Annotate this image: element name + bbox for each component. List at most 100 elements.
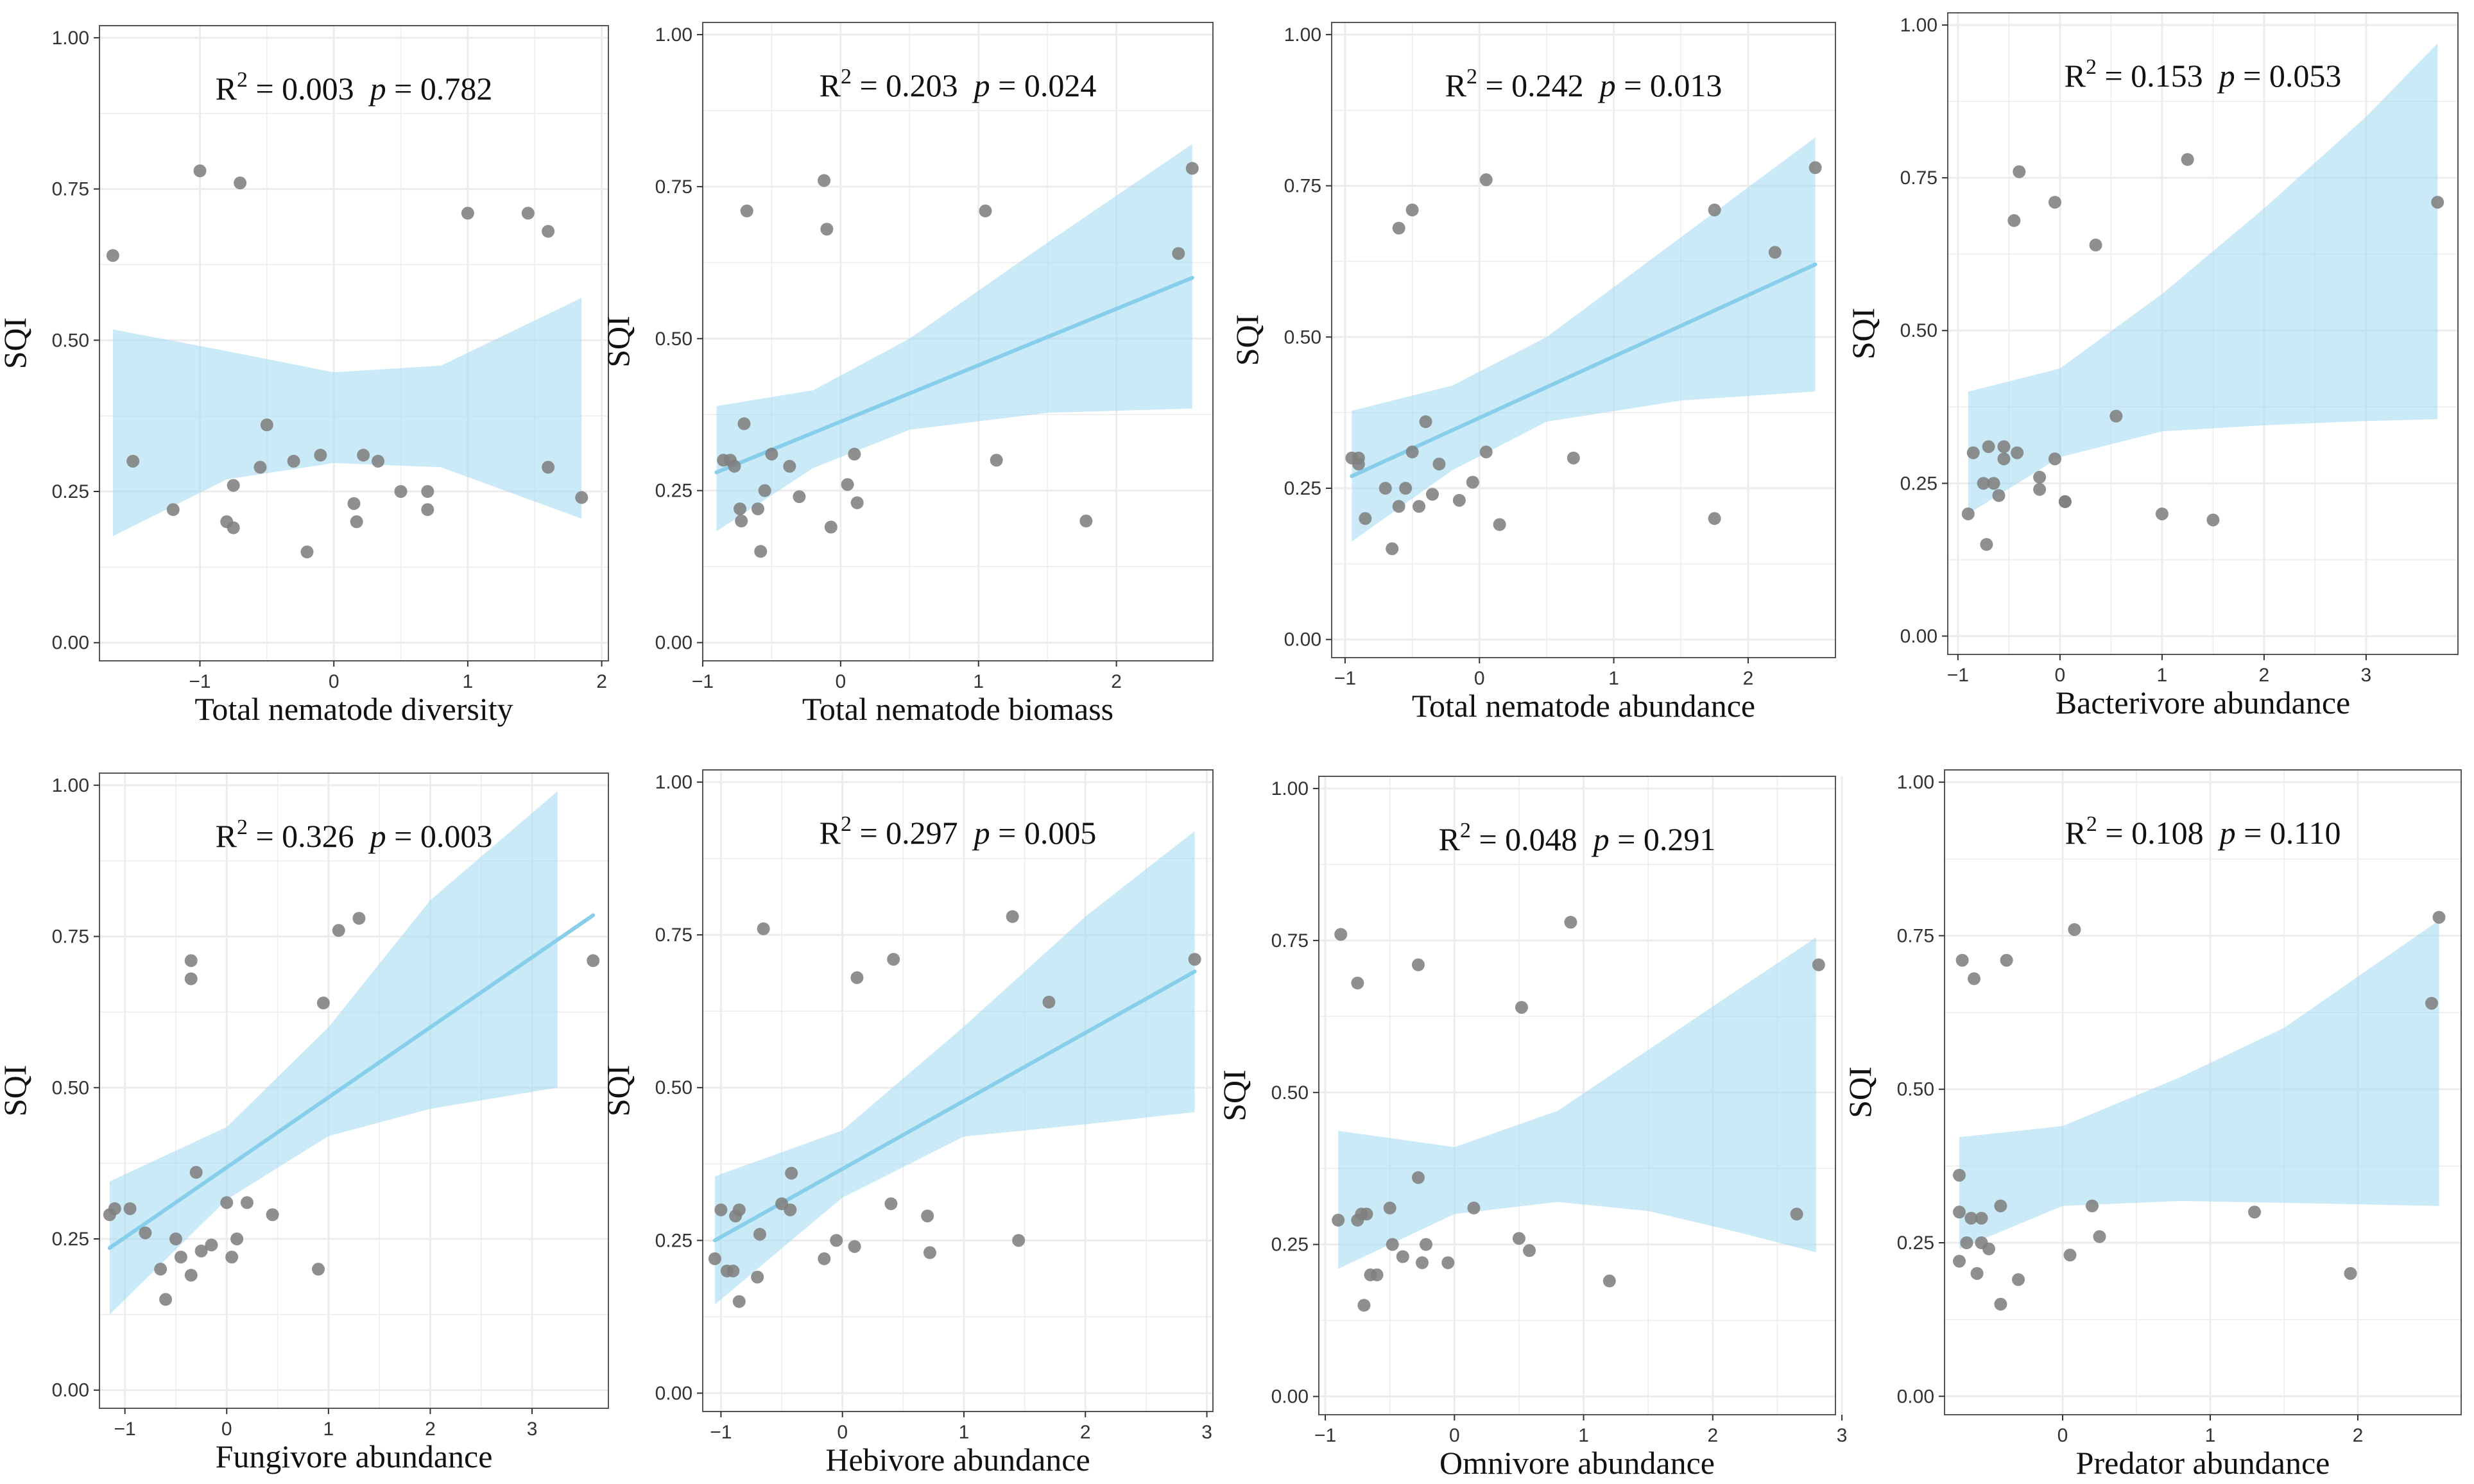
panel-omnivore: 0.00 0.25 0.50 0.75 1.00 −1 0 1 2 3 Omnivore abund… <box>1216 776 1847 1481</box>
data-point <box>1466 475 1479 489</box>
regression-line <box>712 969 1197 1243</box>
y-axis-title: SQI <box>1845 308 1881 360</box>
data-point <box>194 1244 208 1258</box>
r2-superscript: 2 <box>2086 55 2097 79</box>
data-point <box>542 225 555 238</box>
data-point <box>1512 1232 1525 1245</box>
x-tick-label: 1 <box>463 671 474 692</box>
y-axis-title: SQI <box>600 1065 636 1117</box>
x-tick-label: 2 <box>2353 1425 2364 1446</box>
r2-label: R <box>820 815 841 851</box>
confidence-band <box>1968 43 2438 514</box>
x-axis-title: Total nematode diversity <box>194 691 513 727</box>
data-point <box>785 1166 798 1180</box>
data-point <box>708 1252 721 1265</box>
y-tick-label: 0.00 <box>1284 629 1321 651</box>
r2-superscript: 2 <box>237 68 248 92</box>
data-point <box>923 1246 936 1259</box>
r2-value: = 0.242 <box>1477 67 1584 103</box>
r2-value: = 0.048 <box>1471 821 1577 857</box>
data-point <box>979 204 992 217</box>
data-point <box>1479 445 1493 459</box>
confidence-band <box>112 298 582 536</box>
x-tick-label: 0 <box>837 1422 848 1443</box>
confidence-band <box>716 144 1192 532</box>
data-point <box>990 454 1003 467</box>
data-point <box>751 502 764 516</box>
data-point <box>300 545 314 559</box>
y-tick-label: 1.00 <box>655 24 692 46</box>
y-tick-label: 1.00 <box>1284 24 1321 46</box>
x-tick-label: −1 <box>1314 1425 1336 1446</box>
r2-label: R <box>216 71 237 107</box>
panel-predator: 0.00 0.25 0.50 0.75 1.00 0 1 2 Predator abundanc… <box>1842 769 2462 1481</box>
p-value: = 0.003 <box>386 818 493 854</box>
data-point <box>753 1227 766 1241</box>
x-axis-title: Omnivore abundance <box>1439 1445 1715 1481</box>
data-point <box>184 972 198 985</box>
data-point <box>1987 477 2000 490</box>
panel-herbivore: 0.00 0.25 0.50 0.75 1.00 −1 0 1 2 3 Hebivore abund… <box>600 769 1214 1478</box>
data-point <box>1808 161 1822 175</box>
data-point <box>1812 958 1825 971</box>
y-axis-title: SQI <box>1842 1066 1878 1118</box>
data-point <box>311 1263 325 1276</box>
r2-superscript: 2 <box>237 815 248 839</box>
y-axis-title: SQI <box>0 318 33 370</box>
data-point <box>1411 1171 1425 1184</box>
annotation-gap <box>2204 815 2220 851</box>
data-point <box>1352 451 1365 465</box>
x-tick-label: 0 <box>1474 668 1485 689</box>
y-tick-label: 1.00 <box>52 28 89 49</box>
data-point <box>1357 1299 1371 1312</box>
data-point <box>2000 953 2013 967</box>
data-point <box>1405 445 1419 459</box>
panel-bacterivore: 0.00 0.25 0.50 0.75 1.00 −1 0 1 2 3 Bacterivore ab… <box>1845 12 2459 721</box>
data-point <box>1961 507 1975 520</box>
plot-frame <box>702 22 1214 661</box>
data-point <box>1768 246 1782 259</box>
data-point <box>850 496 864 509</box>
data-point <box>758 484 771 497</box>
plot-frame <box>99 25 609 661</box>
data-point <box>1432 457 1446 471</box>
data-point <box>316 996 330 1010</box>
r2-superscript: 2 <box>2086 812 2097 836</box>
data-point <box>737 417 751 431</box>
data-point <box>372 454 385 468</box>
data-point <box>1188 953 1201 966</box>
data-point <box>106 249 119 262</box>
data-point <box>1955 953 1969 967</box>
y-tick-label: 0.75 <box>52 926 89 948</box>
confidence-band <box>1352 137 1816 542</box>
regression-line <box>1350 262 1817 479</box>
data-point <box>732 1295 746 1308</box>
data-point <box>126 454 140 468</box>
data-point <box>174 1250 187 1264</box>
x-tick-label: 1 <box>2157 665 2168 686</box>
data-point <box>2431 196 2444 209</box>
x-axis-title: Predator abundance <box>2076 1445 2330 1481</box>
stats-annotation: R2 = 0.326 p = 0.003 <box>216 815 493 854</box>
x-tick-label: 2 <box>1707 1425 1718 1446</box>
r2-superscript: 2 <box>841 812 852 836</box>
data-point <box>740 204 753 217</box>
data-point <box>1997 440 2011 454</box>
x-tick-label: −1 <box>1947 665 1969 686</box>
data-point <box>220 1196 234 1209</box>
data-point <box>260 418 273 432</box>
data-point <box>757 922 770 935</box>
annotation-gap <box>958 67 974 103</box>
data-point <box>1419 415 1432 429</box>
r2-label: R <box>1445 67 1467 103</box>
confidence-band <box>1338 937 1816 1269</box>
data-point <box>2344 1267 2357 1280</box>
x-tick-label: 1 <box>973 671 984 692</box>
y-tick-label: 0.00 <box>52 633 89 654</box>
y-tick-label: 0.00 <box>52 1380 89 1401</box>
y-tick-label: 1.00 <box>655 772 692 793</box>
confidence-band <box>1959 920 2439 1249</box>
plot-frame <box>99 772 609 1409</box>
r2-label: R <box>216 818 237 854</box>
